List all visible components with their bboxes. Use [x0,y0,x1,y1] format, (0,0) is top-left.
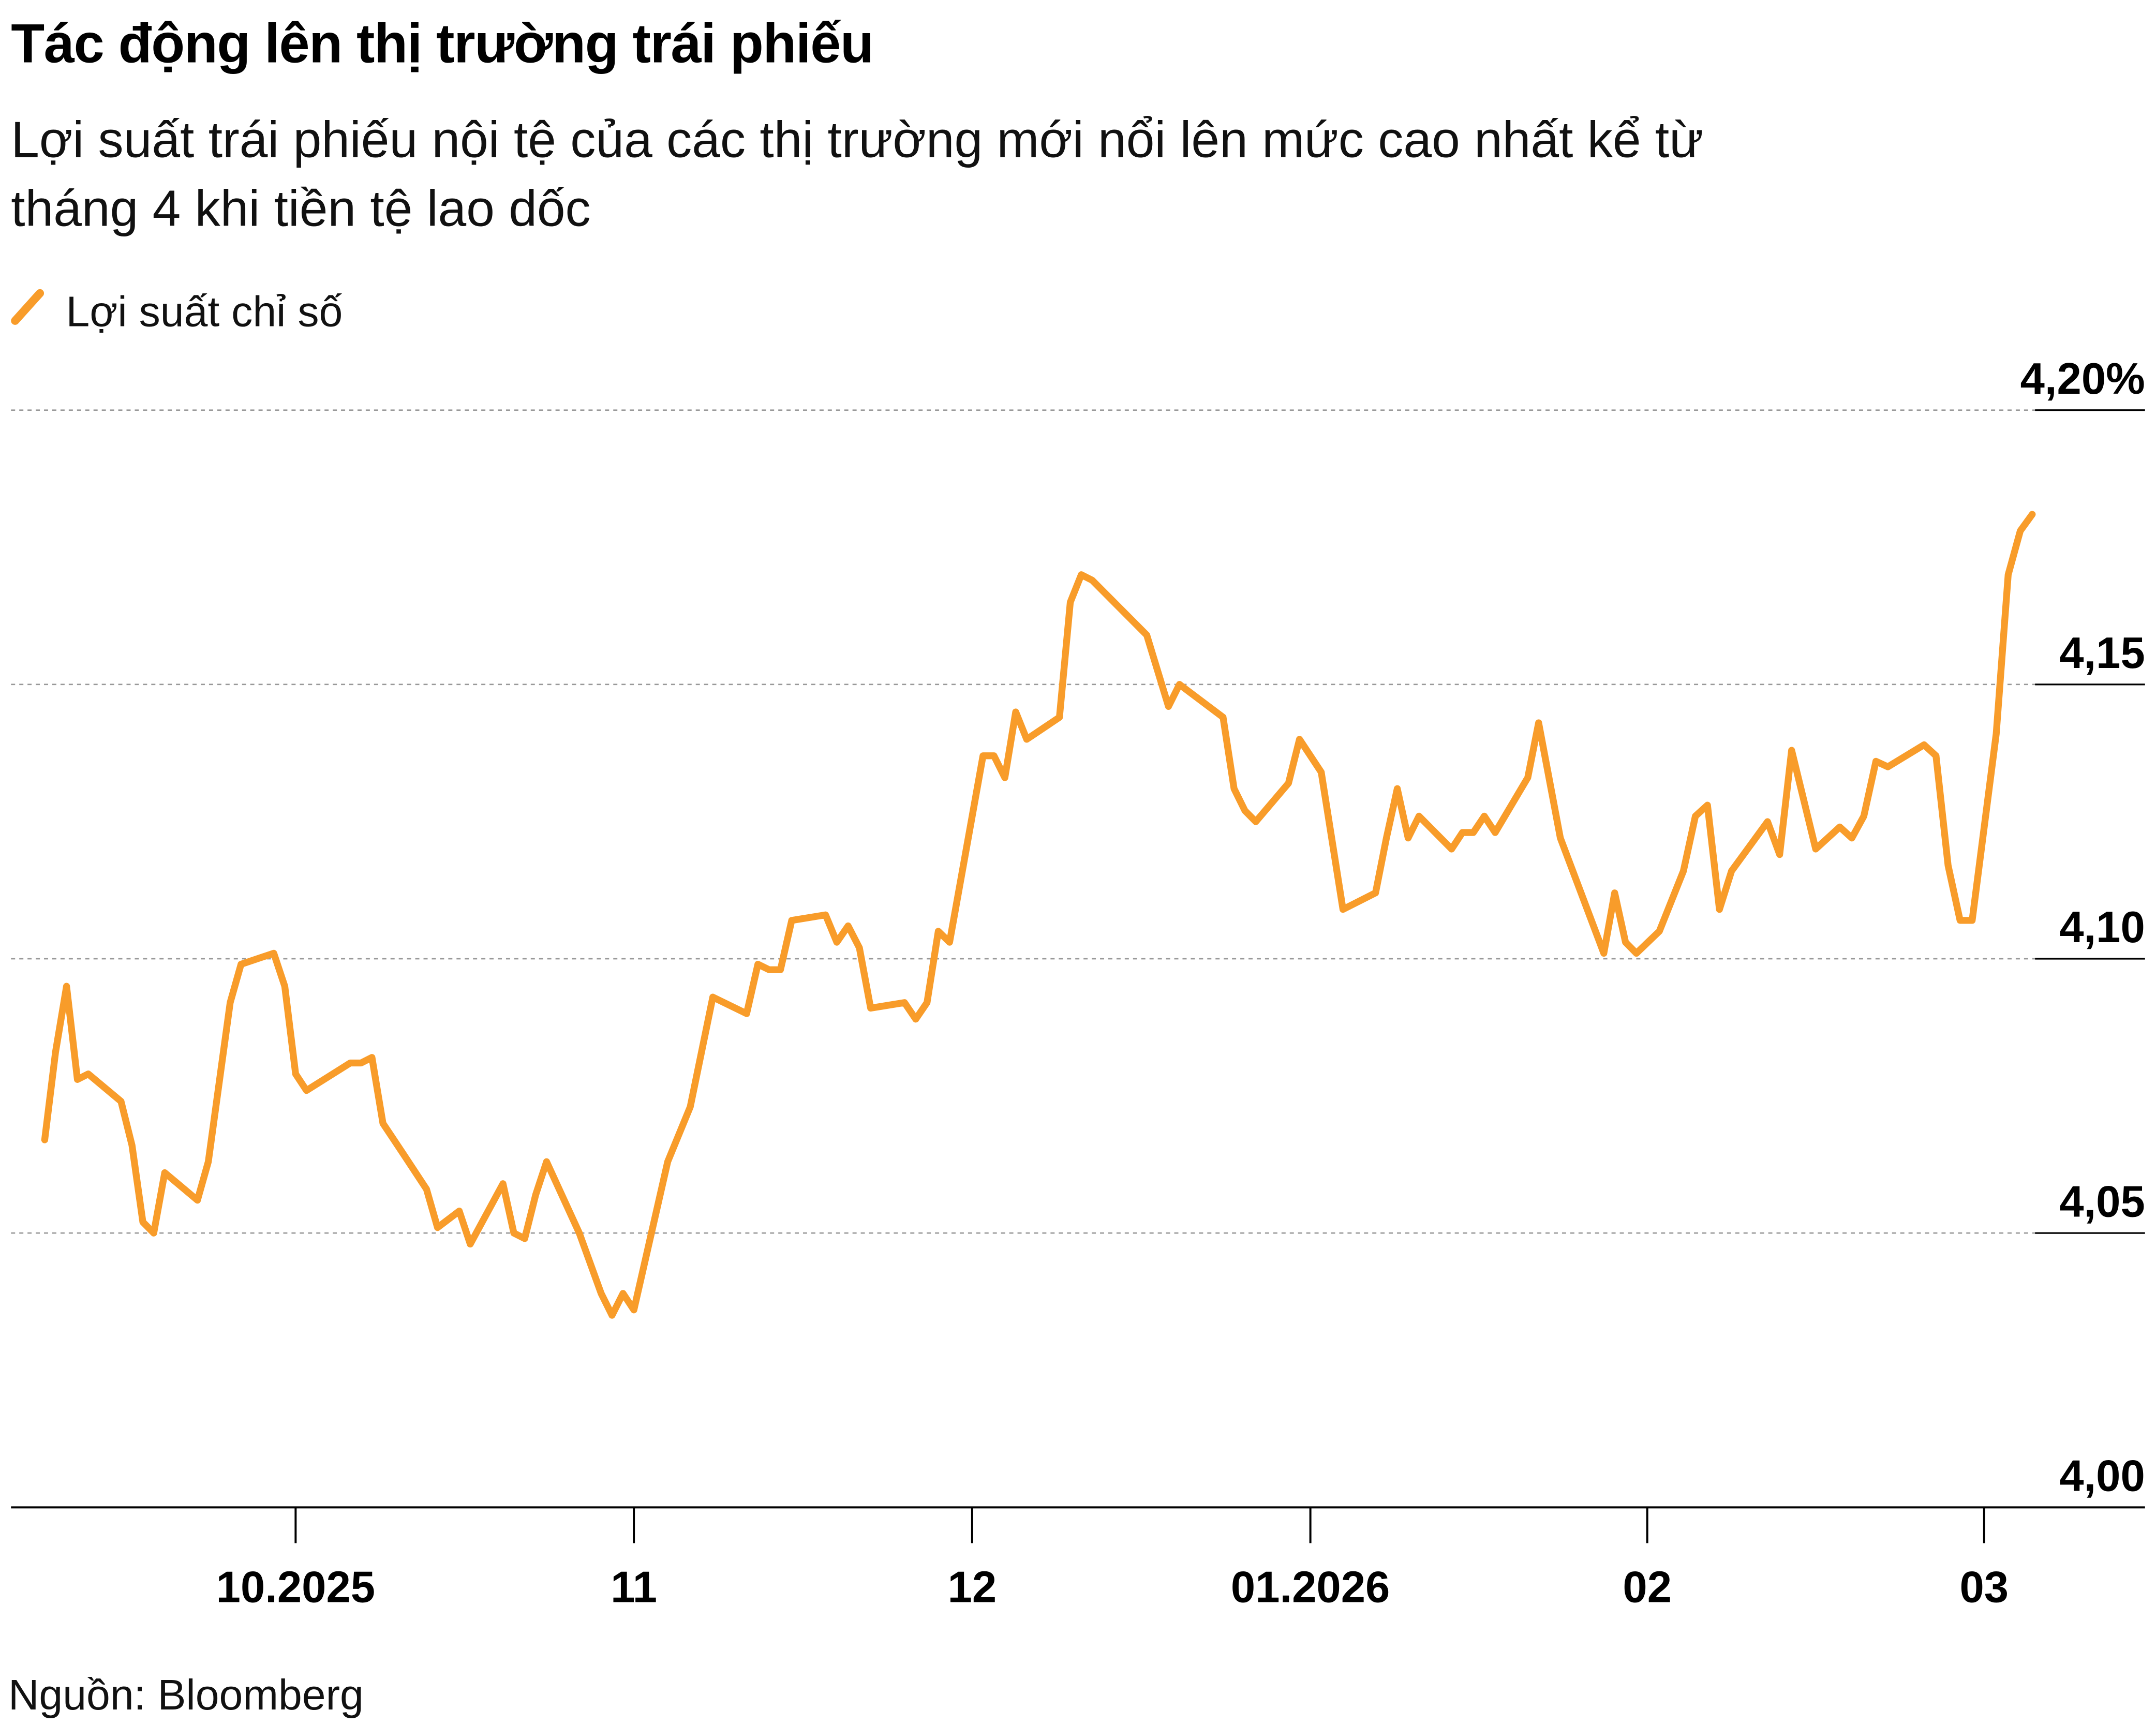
y-tick-label: 4,20% [2020,354,2145,404]
legend: Lợi suất chỉ số [11,288,343,336]
data-point [1375,893,1376,894]
x-tick-label: 02 [1623,1563,1672,1612]
x-tick-label: 03 [1960,1563,2009,1612]
data-point [1636,953,1637,954]
y-tick-label: 4,05 [2059,1177,2145,1226]
x-tick-label: 12 [948,1563,997,1612]
data-point [306,1090,307,1091]
data-point [1614,893,1615,894]
data-point [1936,755,1937,756]
data-point [1451,849,1452,850]
data-point [121,1101,122,1102]
y-tick-label: 4,15 [2059,629,2145,678]
chart-subtitle-line-2: tháng 4 khi tiền tệ lao dốc [11,180,590,237]
data-point [1719,909,1720,910]
series-line [41,511,2036,1319]
data-point [2032,514,2033,515]
data-point [601,1293,602,1294]
y-tick-label: 4,10 [2059,903,2145,952]
data-point [1791,750,1792,751]
data-point [1223,717,1224,718]
data-point [612,1315,613,1316]
data-point [1603,953,1604,954]
data-point [1473,832,1474,833]
legend-label: Lợi suất chỉ số [66,288,343,336]
x-tick-label: 01.2026 [1231,1563,1390,1612]
chart-title: Tác động lên thị trường trái phiếu [11,12,873,74]
data-point [1299,739,1300,740]
data-point [1092,580,1093,581]
data-point [1462,832,1463,833]
data-point [1779,854,1780,855]
x-tick-label: 11 [611,1563,657,1612]
data-point [1625,942,1626,943]
data-point [938,931,939,932]
data-point [712,997,713,998]
source-note: Nguồn: Bloomberg [8,1671,364,1719]
data-point [66,986,67,987]
data-point [1168,706,1169,707]
y-tick-label: 4,00 [2059,1451,2145,1500]
series-layer [41,511,2036,1319]
chart-subtitle-line-1: Lợi suất trái phiếu nội tệ của các thị t… [11,111,1703,168]
data-point [77,1079,78,1080]
data-point [1059,717,1060,718]
legend-swatch [11,289,44,325]
data-point [1659,931,1660,932]
data-point [949,942,950,943]
data-point [437,1227,438,1228]
x-tick-label: 10.2025 [216,1563,375,1612]
data-point [1707,805,1708,806]
y-grid: 4,00 4,05 4,10 4,15 4,20% [11,354,2145,1509]
data-point [983,755,984,756]
x-axis: 10.2025 11 12 01.2026 02 03 [216,1507,2009,1612]
